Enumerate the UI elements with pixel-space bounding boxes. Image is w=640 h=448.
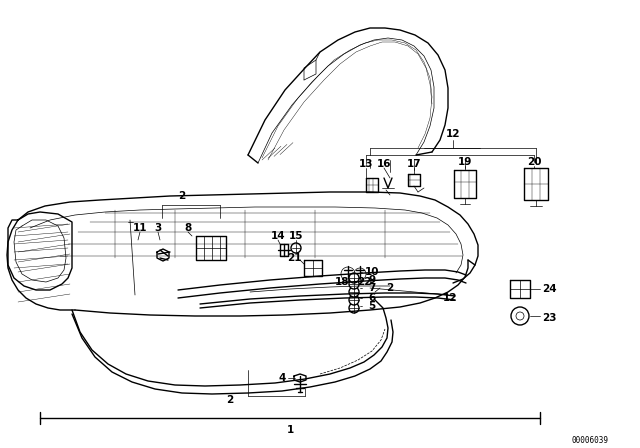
- Text: 24: 24: [542, 284, 557, 294]
- Text: 2: 2: [227, 395, 234, 405]
- Text: 18: 18: [335, 277, 349, 287]
- Text: 4: 4: [278, 373, 285, 383]
- Text: 16: 16: [377, 159, 391, 169]
- Circle shape: [349, 287, 359, 297]
- Text: 21: 21: [287, 253, 301, 263]
- Circle shape: [516, 312, 524, 320]
- Text: 1: 1: [286, 425, 294, 435]
- Text: 22: 22: [356, 277, 371, 287]
- Text: 12: 12: [445, 129, 460, 139]
- Text: 00006039: 00006039: [572, 435, 609, 444]
- Text: 12: 12: [443, 293, 457, 303]
- Text: 2: 2: [179, 191, 186, 201]
- Text: 9: 9: [369, 275, 376, 285]
- Text: 14: 14: [271, 231, 285, 241]
- Text: 13: 13: [359, 159, 373, 169]
- Text: 5: 5: [369, 301, 376, 311]
- Text: 15: 15: [289, 231, 303, 241]
- Circle shape: [349, 295, 359, 305]
- Text: 17: 17: [406, 159, 421, 169]
- Text: 11: 11: [132, 223, 147, 233]
- Circle shape: [349, 273, 359, 283]
- Text: 23: 23: [542, 313, 557, 323]
- Circle shape: [349, 303, 359, 313]
- Text: 7: 7: [368, 283, 376, 293]
- Text: 3: 3: [154, 223, 162, 233]
- Circle shape: [341, 267, 355, 281]
- Circle shape: [354, 268, 366, 280]
- Text: 8: 8: [184, 223, 191, 233]
- Text: 6: 6: [369, 293, 376, 303]
- Text: 10: 10: [365, 267, 380, 277]
- Text: 20: 20: [527, 157, 541, 167]
- Text: 2: 2: [387, 283, 394, 293]
- Circle shape: [511, 307, 529, 325]
- Circle shape: [291, 243, 301, 253]
- Circle shape: [349, 279, 359, 289]
- Text: 19: 19: [458, 157, 472, 167]
